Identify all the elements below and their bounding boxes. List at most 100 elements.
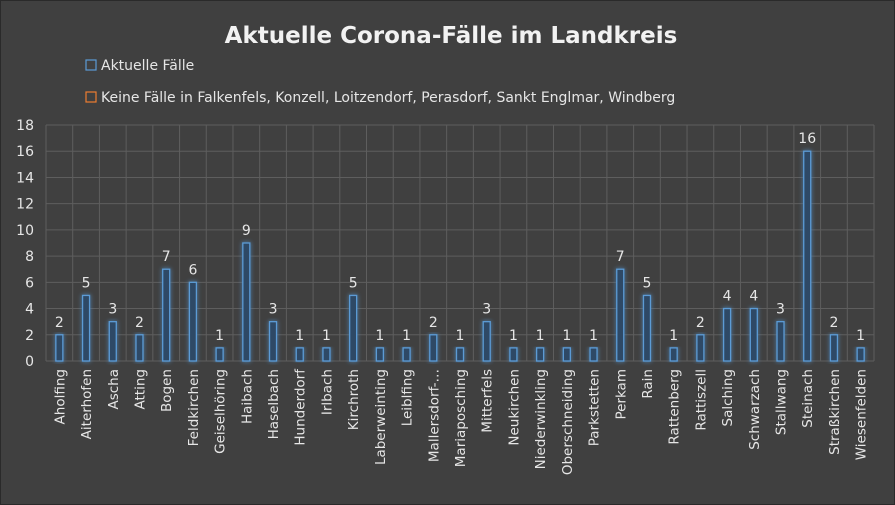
data-label: 1 <box>402 328 411 344</box>
gridlines <box>45 124 875 362</box>
data-label: 3 <box>776 302 785 318</box>
x-tick-label: Mitterfels <box>480 369 496 433</box>
x-tick-label: Oberschneiding <box>560 369 576 475</box>
x-tick-label: Geiselhöring <box>213 369 229 454</box>
data-label: 4 <box>723 289 732 305</box>
x-tick-label: Haselbach <box>266 369 282 439</box>
data-label: 7 <box>162 249 171 265</box>
x-axis: Aholfing Aiterhofen Ascha Atting Bogen Feldki… <box>52 368 869 475</box>
bars <box>55 150 865 362</box>
bar <box>829 334 839 362</box>
x-tick-label: Schwarzach <box>747 369 763 450</box>
data-label: 3 <box>482 302 491 318</box>
bar <box>215 347 224 362</box>
y-tick-label: 10 <box>16 223 34 239</box>
x-tick-label: Kirchroth <box>346 369 362 430</box>
bar <box>589 347 598 362</box>
legend-swatch-aktuelle-faelle <box>85 59 97 71</box>
data-label: 2 <box>135 315 144 331</box>
x-tick-label: Aiterhofen <box>79 369 95 439</box>
legend-swatch-keine-faelle <box>85 91 97 103</box>
x-tick-label: Perkam <box>613 369 629 420</box>
bar <box>616 268 625 362</box>
y-tick-label: 4 <box>25 302 34 318</box>
bar <box>162 268 171 362</box>
x-tick-label: Irlbach <box>319 369 335 415</box>
legend-label-aktuelle-faelle: Aktuelle Fälle <box>101 58 194 74</box>
data-label: 2 <box>829 315 838 331</box>
x-tick-label: Ascha <box>106 369 122 410</box>
y-axis: 0 2 4 6 8 10 12 14 16 18 <box>16 118 34 370</box>
x-tick-label: Leiblfing <box>400 369 416 426</box>
data-label: 1 <box>375 328 384 344</box>
x-tick-label: Rain <box>640 369 656 399</box>
data-label: 6 <box>188 262 197 278</box>
bar <box>375 347 385 362</box>
x-tick-label: Haibach <box>239 369 255 424</box>
data-label: 1 <box>509 328 518 344</box>
x-tick-label: Atting <box>132 369 148 409</box>
bar <box>803 150 812 362</box>
bar <box>135 334 144 362</box>
bar <box>749 307 758 362</box>
x-tick-label: Hunderdorf <box>293 368 309 446</box>
data-label: 4 <box>749 289 758 305</box>
bar <box>856 347 865 362</box>
data-label: 5 <box>82 275 91 291</box>
bar <box>509 347 518 362</box>
x-tick-label: Rattiszell <box>693 369 709 431</box>
y-tick-label: 0 <box>25 354 34 370</box>
data-label: 9 <box>242 223 251 239</box>
legend: Aktuelle Fälle Keine Fälle in Falkenfels… <box>85 58 675 106</box>
y-tick-label: 2 <box>25 328 34 344</box>
data-label: 1 <box>562 328 571 344</box>
bar <box>188 281 198 362</box>
data-label: 1 <box>215 328 224 344</box>
bar <box>295 347 304 362</box>
bar <box>242 242 251 362</box>
bar <box>268 321 278 362</box>
data-label: 2 <box>55 315 64 331</box>
x-tick-label: Laberweinting <box>373 369 389 465</box>
bar <box>108 321 117 362</box>
data-label: 2 <box>696 315 705 331</box>
data-label: 1 <box>322 328 331 344</box>
bar <box>722 307 732 362</box>
data-label: 1 <box>589 328 598 344</box>
chart-title: Aktuelle Corona-Fälle im Landkreis <box>225 23 678 49</box>
bar <box>81 294 91 362</box>
x-tick-label: Niederwinkling <box>533 369 549 469</box>
y-tick-label: 8 <box>25 249 34 265</box>
data-label: 2 <box>429 315 438 331</box>
y-tick-label: 6 <box>25 275 34 291</box>
x-tick-label: Salching <box>720 369 736 426</box>
y-tick-label: 12 <box>16 197 34 213</box>
x-tick-label: Wiesenfelden <box>854 369 870 460</box>
x-tick-label: Steinach <box>800 369 816 428</box>
bar <box>322 347 331 362</box>
bar <box>562 347 571 362</box>
data-label: 1 <box>536 328 545 344</box>
bar <box>642 294 652 362</box>
data-label: 1 <box>456 328 465 344</box>
x-tick-label: Rattenberg <box>667 369 683 445</box>
x-tick-label: Neukirchen <box>506 369 522 446</box>
bar <box>776 321 785 362</box>
data-label: 3 <box>269 302 278 318</box>
x-tick-label: Stallwang <box>774 369 790 435</box>
data-label: 16 <box>798 131 816 147</box>
bar <box>429 334 438 362</box>
bar <box>535 347 545 362</box>
bar <box>696 334 705 362</box>
data-label: 7 <box>616 249 625 265</box>
data-label: 1 <box>856 328 865 344</box>
data-label: 5 <box>643 275 652 291</box>
data-label: 3 <box>108 302 117 318</box>
bar <box>455 347 465 362</box>
x-tick-label: Mallersdorf-… <box>426 369 442 462</box>
x-tick-label: Bogen <box>159 369 175 412</box>
y-tick-label: 16 <box>16 144 34 160</box>
x-tick-label: Mariaposching <box>453 369 469 467</box>
